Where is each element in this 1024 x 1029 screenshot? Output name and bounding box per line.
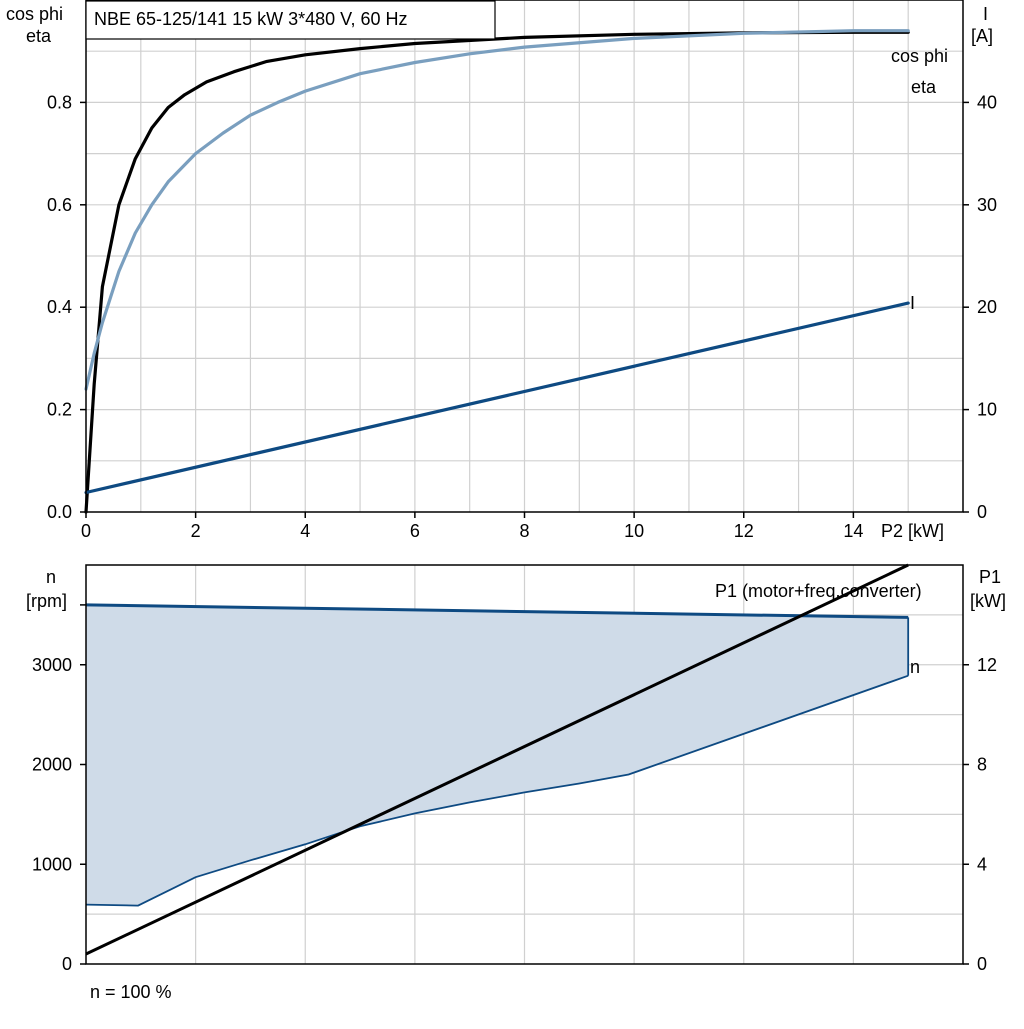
y-right-tick-label: 30 bbox=[977, 195, 997, 215]
bottom-chart-series bbox=[85, 563, 910, 956]
series-label-i: I bbox=[910, 293, 915, 313]
p1-tick-label: 4 bbox=[977, 854, 987, 874]
x-tick-label: 0 bbox=[81, 521, 91, 541]
y-left-tick-label: 0.2 bbox=[47, 400, 72, 420]
speed-min-line bbox=[85, 674, 909, 907]
bottom-left-axis-label-unit: [rpm] bbox=[26, 591, 67, 611]
series-label-p1: P1 (motor+freq.converter) bbox=[715, 581, 922, 601]
x-tick-label: 14 bbox=[843, 521, 863, 541]
bottom-left-axis-label-n: n bbox=[46, 567, 56, 587]
bottom-right-axis-label-unit: [kW] bbox=[970, 591, 1006, 611]
x-tick-label: 10 bbox=[624, 521, 644, 541]
p1-tick-label: 12 bbox=[977, 655, 997, 675]
x-tick-label: 6 bbox=[410, 521, 420, 541]
y-left-tick-label: 0.4 bbox=[47, 297, 72, 317]
series-label-n: n bbox=[910, 657, 920, 677]
bottom-chart-ticks: 0 1000 2000 3000 0 4 8 12 bbox=[32, 604, 997, 974]
p1-tick-label: 8 bbox=[977, 755, 987, 775]
series-label-eta: eta bbox=[911, 77, 937, 97]
y-left-tick-label: 0.0 bbox=[47, 502, 72, 522]
n-tick-label: 3000 bbox=[32, 655, 72, 675]
speed-range-band bbox=[86, 604, 909, 906]
y-left-tick-label: 0.8 bbox=[47, 92, 72, 112]
x-tick-label: 8 bbox=[519, 521, 529, 541]
n-tick-label: 0 bbox=[62, 954, 72, 974]
top-chart-ticks: 0 2 4 6 8 10 12 14 0.0 0.2 0.4 0.6 0.8 0 10 20 30 40 bbox=[47, 92, 997, 541]
y-right-tick-label: 10 bbox=[977, 400, 997, 420]
chart-title-box bbox=[85, 0, 496, 40]
top-chart-grid bbox=[86, 0, 963, 512]
speed-footer-note: n = 100 % bbox=[90, 982, 172, 1002]
x-tick-label: 2 bbox=[191, 521, 201, 541]
y-right-tick-label: 20 bbox=[977, 297, 997, 317]
eta-curve bbox=[84, 30, 910, 514]
cos-phi-curve bbox=[84, 29, 910, 391]
chart-title: NBE 65-125/141 15 kW 3*480 V, 60 Hz bbox=[94, 9, 408, 29]
p1-tick-label: 0 bbox=[977, 954, 987, 974]
y-right-tick-label: 40 bbox=[977, 92, 997, 112]
n-tick-label: 1000 bbox=[32, 854, 72, 874]
y-left-tick-label: 0.6 bbox=[47, 195, 72, 215]
n-tick-label: 2000 bbox=[32, 755, 72, 775]
top-chart-series bbox=[84, 29, 910, 514]
p1-power-line bbox=[85, 563, 909, 956]
current-line bbox=[84, 301, 910, 495]
bottom-right-axis-label-p1: P1 bbox=[979, 567, 1001, 587]
top-x-axis-label: P2 [kW] bbox=[881, 521, 944, 541]
x-tick-label: 4 bbox=[300, 521, 310, 541]
series-label-cosphi: cos phi bbox=[891, 46, 948, 66]
top-left-axis-label-eta: eta bbox=[26, 26, 52, 46]
y-right-tick-label: 0 bbox=[977, 502, 987, 522]
x-tick-label: 12 bbox=[734, 521, 754, 541]
top-right-axis-label-unit: [A] bbox=[971, 26, 993, 46]
speed-max-line bbox=[85, 603, 909, 619]
top-right-axis-label-i: I bbox=[983, 4, 988, 24]
top-left-axis-label-cosphi: cos phi bbox=[6, 4, 63, 24]
